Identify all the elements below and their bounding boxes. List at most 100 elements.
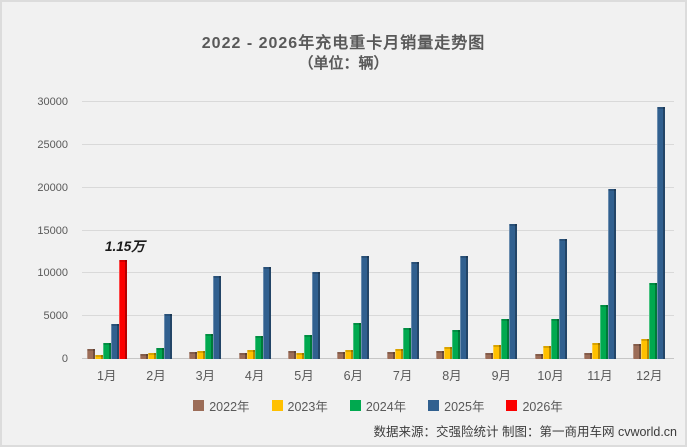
bar-2025-m10 <box>558 239 567 359</box>
legend-item-2024: 2024年 <box>349 396 407 415</box>
bar-2022-m3 <box>189 352 198 359</box>
bar-group-5月 <box>279 102 328 359</box>
gridline-0 <box>82 358 674 359</box>
x-axis: 1月 2月 3月 4月 5月 6月 7月 8月 9月 10月 11月 12月 <box>82 365 674 384</box>
bar-2025-m12 <box>657 107 666 359</box>
bar-2025-m1 <box>110 323 119 359</box>
source-credit: 数据来源：交强险统计 制图：第一商用车网 cvworld.cn <box>373 425 678 439</box>
legend-label-2025: 2025年 <box>444 400 485 414</box>
bar-2026-m1 <box>118 260 127 359</box>
y-tick-label-15000: 15000 <box>37 224 68 237</box>
bar-2022-m11 <box>583 353 592 359</box>
gridline-30000 <box>82 101 674 102</box>
x-tick-label-7月: 7月 <box>392 369 413 383</box>
bar-2023-m8 <box>443 347 452 359</box>
bar-2023-m10 <box>542 345 551 359</box>
bar-2023-m12 <box>641 338 650 359</box>
bar-2022-m2 <box>139 353 148 359</box>
bar-2024-m2 <box>155 348 164 359</box>
bar-2023-m2 <box>147 353 156 359</box>
bar-group-10月 <box>526 102 575 359</box>
x-tick-label-4月: 4月 <box>244 369 265 383</box>
gridline-25000 <box>82 143 674 145</box>
plot-area: 1.15万 <box>82 101 674 359</box>
bar-group-3月 <box>181 102 230 359</box>
x-tick-label-2月: 2月 <box>146 369 166 383</box>
bar-groups <box>82 102 674 359</box>
bar-2023-m3 <box>197 350 206 359</box>
legend-item-2025: 2025年 <box>428 396 484 415</box>
gridline-20000 <box>82 186 674 188</box>
legend-item-2022: 2022年 <box>193 396 250 415</box>
bar-2022-m10 <box>534 353 543 359</box>
bar-2022-m12 <box>633 344 642 359</box>
legend-label-2023: 2023年 <box>287 400 328 414</box>
chart-title: 2022 - 2026年充电重卡月销量走势图 <box>201 35 486 52</box>
bar-2025-m11 <box>607 188 616 359</box>
legend-label-2024: 2024年 <box>365 400 407 414</box>
x-tick-label-11月: 11月 <box>587 369 613 383</box>
x-tick-label-5月: 5月 <box>294 369 314 383</box>
bar-2022-m6 <box>337 352 346 359</box>
y-axis: 0 5000 10000 15000 20000 25000 30000 <box>26 96 74 365</box>
bar-2024-m1 <box>102 342 111 359</box>
bar-2022-m9 <box>485 353 494 359</box>
bar-group-8月 <box>427 102 476 359</box>
bar-2024-m7 <box>402 328 411 359</box>
bar-2025-m5 <box>311 272 320 359</box>
bar-2022-m4 <box>238 353 247 359</box>
bar-2024-m10 <box>550 318 559 359</box>
bar-2023-m9 <box>493 345 502 359</box>
legend: 2022年 2023年 2024年 2025年 2026年 <box>82 396 674 415</box>
y-tick-label-5000: 5000 <box>43 310 68 323</box>
bar-2025-m6 <box>361 256 370 359</box>
y-tick-label-0: 0 <box>61 353 68 365</box>
bar-2024-m6 <box>353 323 362 359</box>
legend-swatch-2025 <box>428 400 440 411</box>
bar-2025-m7 <box>410 262 419 359</box>
gridline-15000 <box>82 229 674 231</box>
x-tick-label-12月: 12月 <box>636 369 663 383</box>
bar-2022-m5 <box>287 351 296 359</box>
bar-2024-m8 <box>451 329 460 359</box>
x-tick-label-8月: 8月 <box>442 369 462 383</box>
bar-2023-m7 <box>394 349 403 359</box>
y-tick-label-30000: 30000 <box>37 96 68 108</box>
bar-2024-m4 <box>254 335 263 359</box>
bar-2022-m7 <box>386 352 395 359</box>
x-tick-label-6月: 6月 <box>343 369 364 383</box>
bar-group-1月 <box>82 102 131 359</box>
bar-2024-m3 <box>205 333 214 359</box>
bar-2023-m4 <box>246 350 255 359</box>
legend-swatch-2023 <box>271 400 283 411</box>
bar-2024-m9 <box>501 318 510 359</box>
bar-2024-m5 <box>303 335 312 359</box>
bar-group-4月 <box>230 102 279 359</box>
bar-group-12月 <box>625 102 674 359</box>
data-label-2026-jan: 1.15万 <box>105 239 145 255</box>
bar-2023-m6 <box>345 349 354 359</box>
y-tick-label-20000: 20000 <box>37 181 68 194</box>
bar-2025-m3 <box>213 275 222 359</box>
bar-group-11月 <box>575 102 624 359</box>
gridline-5000 <box>82 315 674 317</box>
bar-group-9月 <box>477 102 526 359</box>
bar-2023-m5 <box>295 352 304 359</box>
y-tick-label-25000: 25000 <box>37 138 68 151</box>
bar-2025-m9 <box>509 223 518 359</box>
gridline-10000 <box>82 272 674 274</box>
bar-2024-m12 <box>649 282 658 359</box>
legend-label-2026: 2026年 <box>522 400 563 414</box>
x-tick-label-1月: 1月 <box>96 369 117 383</box>
x-tick-label-9月: 9月 <box>491 369 512 383</box>
legend-item-2026: 2026年 <box>506 396 563 415</box>
legend-swatch-2024 <box>349 400 361 411</box>
legend-swatch-2022 <box>193 400 205 411</box>
bar-2022-m1 <box>86 349 95 359</box>
bar-2023-m11 <box>591 342 600 359</box>
chart-subtitle: （单位：辆） <box>298 55 389 72</box>
bar-2025-m4 <box>262 267 271 359</box>
x-tick-label-3月: 3月 <box>195 369 216 383</box>
bar-2025-m8 <box>459 256 468 359</box>
